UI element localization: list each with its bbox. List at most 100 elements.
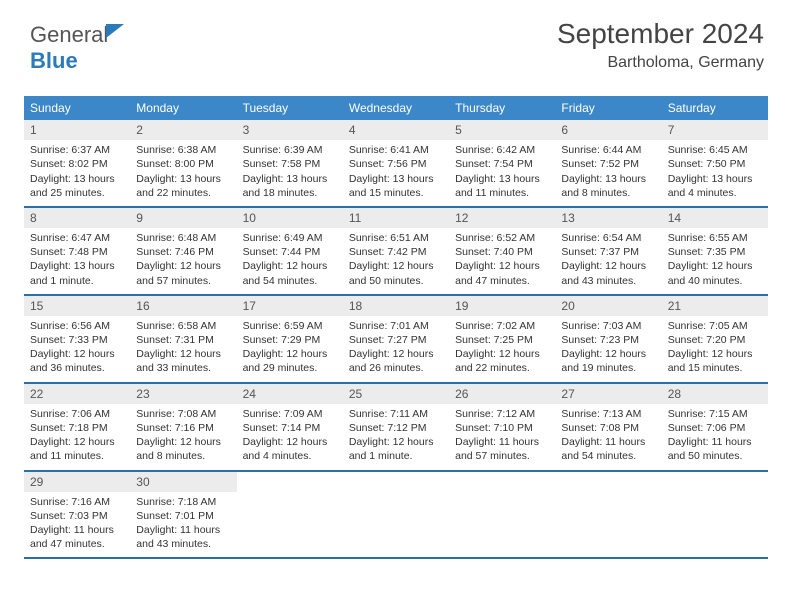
sunset-line: Sunset: 7:01 PM (136, 509, 230, 523)
sunset-line: Sunset: 7:25 PM (455, 333, 549, 347)
calendar-day: 15Sunrise: 6:56 AMSunset: 7:33 PMDayligh… (24, 296, 130, 382)
logo-triangle-icon (106, 24, 124, 38)
daylight-line: Daylight: 12 hours and 1 minute. (349, 435, 443, 463)
sunrise-line: Sunrise: 7:11 AM (349, 407, 443, 421)
day-number: 16 (130, 296, 236, 316)
location-label: Bartholoma, Germany (557, 54, 764, 72)
header: September 2024 Bartholoma, Germany (557, 18, 764, 72)
day-number: 12 (449, 208, 555, 228)
calendar-day: 19Sunrise: 7:02 AMSunset: 7:25 PMDayligh… (449, 296, 555, 382)
daylight-line: Daylight: 12 hours and 8 minutes. (136, 435, 230, 463)
day-number: 11 (343, 208, 449, 228)
calendar-day: 8Sunrise: 6:47 AMSunset: 7:48 PMDaylight… (24, 208, 130, 294)
calendar: SundayMondayTuesdayWednesdayThursdayFrid… (24, 96, 768, 559)
daylight-line: Daylight: 12 hours and 43 minutes. (561, 259, 655, 287)
calendar-day: 22Sunrise: 7:06 AMSunset: 7:18 PMDayligh… (24, 384, 130, 470)
calendar-week: 29Sunrise: 7:16 AMSunset: 7:03 PMDayligh… (24, 472, 768, 560)
sunrise-line: Sunrise: 7:01 AM (349, 319, 443, 333)
calendar-day: 26Sunrise: 7:12 AMSunset: 7:10 PMDayligh… (449, 384, 555, 470)
day-number: 6 (555, 120, 661, 140)
day-number: 3 (237, 120, 343, 140)
calendar-day: 11Sunrise: 6:51 AMSunset: 7:42 PMDayligh… (343, 208, 449, 294)
day-number: 4 (343, 120, 449, 140)
sunrise-line: Sunrise: 7:09 AM (243, 407, 337, 421)
sunset-line: Sunset: 7:18 PM (30, 421, 124, 435)
day-number: 17 (237, 296, 343, 316)
sunset-line: Sunset: 7:48 PM (30, 245, 124, 259)
day-number: 10 (237, 208, 343, 228)
daylight-line: Daylight: 13 hours and 22 minutes. (136, 172, 230, 200)
logo-text-1: General (30, 22, 108, 47)
daylight-line: Daylight: 12 hours and 4 minutes. (243, 435, 337, 463)
logo-text-2: Blue (30, 48, 78, 73)
sunrise-line: Sunrise: 7:03 AM (561, 319, 655, 333)
calendar-day: 5Sunrise: 6:42 AMSunset: 7:54 PMDaylight… (449, 120, 555, 206)
daylight-line: Daylight: 13 hours and 18 minutes. (243, 172, 337, 200)
day-number: 19 (449, 296, 555, 316)
sunset-line: Sunset: 7:52 PM (561, 157, 655, 171)
daylight-line: Daylight: 12 hours and 29 minutes. (243, 347, 337, 375)
calendar-day: 28Sunrise: 7:15 AMSunset: 7:06 PMDayligh… (662, 384, 768, 470)
weekday-header: Thursday (449, 96, 555, 120)
sunset-line: Sunset: 7:14 PM (243, 421, 337, 435)
day-number: 13 (555, 208, 661, 228)
calendar-day: 12Sunrise: 6:52 AMSunset: 7:40 PMDayligh… (449, 208, 555, 294)
sunset-line: Sunset: 7:50 PM (668, 157, 762, 171)
day-number: 9 (130, 208, 236, 228)
sunset-line: Sunset: 7:42 PM (349, 245, 443, 259)
sunrise-line: Sunrise: 6:42 AM (455, 143, 549, 157)
day-number: 27 (555, 384, 661, 404)
sunrise-line: Sunrise: 6:38 AM (136, 143, 230, 157)
calendar-day: 13Sunrise: 6:54 AMSunset: 7:37 PMDayligh… (555, 208, 661, 294)
calendar-week: 1Sunrise: 6:37 AMSunset: 8:02 PMDaylight… (24, 120, 768, 208)
day-number: 25 (343, 384, 449, 404)
daylight-line: Daylight: 12 hours and 22 minutes. (455, 347, 549, 375)
day-number: 8 (24, 208, 130, 228)
sunset-line: Sunset: 7:23 PM (561, 333, 655, 347)
sunset-line: Sunset: 7:54 PM (455, 157, 549, 171)
sunset-line: Sunset: 7:10 PM (455, 421, 549, 435)
sunrise-line: Sunrise: 6:52 AM (455, 231, 549, 245)
calendar-day (662, 472, 768, 558)
calendar-day: 25Sunrise: 7:11 AMSunset: 7:12 PMDayligh… (343, 384, 449, 470)
day-number: 1 (24, 120, 130, 140)
calendar-day: 17Sunrise: 6:59 AMSunset: 7:29 PMDayligh… (237, 296, 343, 382)
sunrise-line: Sunrise: 7:08 AM (136, 407, 230, 421)
sunset-line: Sunset: 7:31 PM (136, 333, 230, 347)
weekday-header: Tuesday (237, 96, 343, 120)
sunrise-line: Sunrise: 7:16 AM (30, 495, 124, 509)
sunrise-line: Sunrise: 6:45 AM (668, 143, 762, 157)
daylight-line: Daylight: 12 hours and 57 minutes. (136, 259, 230, 287)
sunrise-line: Sunrise: 6:59 AM (243, 319, 337, 333)
weekday-header: Monday (130, 96, 236, 120)
daylight-line: Daylight: 12 hours and 47 minutes. (455, 259, 549, 287)
day-number: 21 (662, 296, 768, 316)
daylight-line: Daylight: 12 hours and 11 minutes. (30, 435, 124, 463)
sunrise-line: Sunrise: 6:47 AM (30, 231, 124, 245)
day-number: 29 (24, 472, 130, 492)
sunrise-line: Sunrise: 6:37 AM (30, 143, 124, 157)
daylight-line: Daylight: 11 hours and 50 minutes. (668, 435, 762, 463)
calendar-day: 24Sunrise: 7:09 AMSunset: 7:14 PMDayligh… (237, 384, 343, 470)
day-number: 30 (130, 472, 236, 492)
day-number: 28 (662, 384, 768, 404)
daylight-line: Daylight: 12 hours and 54 minutes. (243, 259, 337, 287)
calendar-day: 27Sunrise: 7:13 AMSunset: 7:08 PMDayligh… (555, 384, 661, 470)
daylight-line: Daylight: 11 hours and 47 minutes. (30, 523, 124, 551)
calendar-day: 14Sunrise: 6:55 AMSunset: 7:35 PMDayligh… (662, 208, 768, 294)
daylight-line: Daylight: 13 hours and 25 minutes. (30, 172, 124, 200)
calendar-day: 23Sunrise: 7:08 AMSunset: 7:16 PMDayligh… (130, 384, 236, 470)
daylight-line: Daylight: 12 hours and 33 minutes. (136, 347, 230, 375)
sunset-line: Sunset: 7:20 PM (668, 333, 762, 347)
sunset-line: Sunset: 7:58 PM (243, 157, 337, 171)
calendar-day: 7Sunrise: 6:45 AMSunset: 7:50 PMDaylight… (662, 120, 768, 206)
sunset-line: Sunset: 7:27 PM (349, 333, 443, 347)
sunset-line: Sunset: 8:02 PM (30, 157, 124, 171)
logo: General Blue (30, 22, 124, 74)
day-number: 2 (130, 120, 236, 140)
day-number: 18 (343, 296, 449, 316)
sunset-line: Sunset: 7:08 PM (561, 421, 655, 435)
sunrise-line: Sunrise: 6:58 AM (136, 319, 230, 333)
sunset-line: Sunset: 8:00 PM (136, 157, 230, 171)
weekday-header: Sunday (24, 96, 130, 120)
